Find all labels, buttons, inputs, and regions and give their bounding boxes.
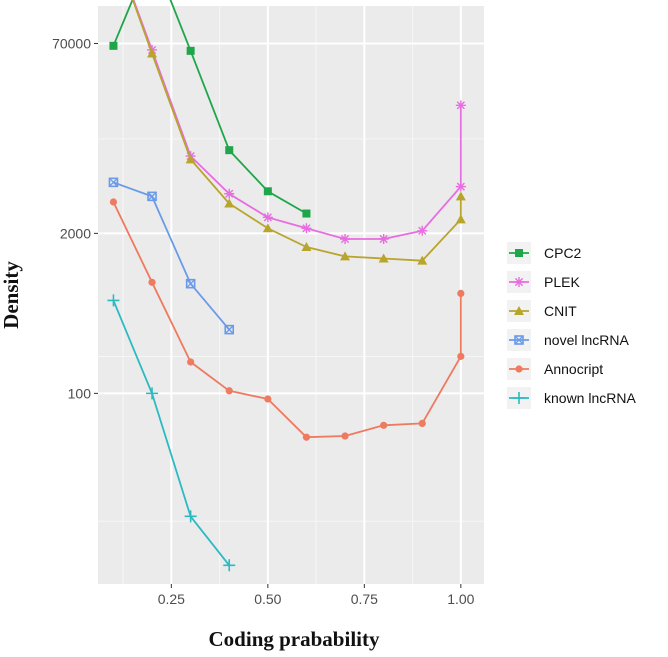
data-point-annocript — [457, 289, 465, 298]
data-point-annocript — [264, 395, 272, 403]
data-point-novel-lncrna — [185, 278, 196, 289]
data-point-plek — [340, 234, 351, 245]
series-line-cpc2 — [112, 0, 307, 215]
data-point-cpc2 — [225, 146, 234, 155]
data-point-annocript — [109, 198, 118, 206]
data-point-known-lncrna — [107, 294, 120, 307]
series-line-known-lncrna — [112, 300, 230, 566]
data-point-annocript — [418, 419, 426, 428]
data-point-annocript — [225, 387, 233, 395]
data-point-cpc2 — [109, 41, 118, 50]
x-tick-label: 0.75 — [351, 591, 378, 607]
x-tick-label: 0.25 — [158, 591, 185, 607]
data-point-plek — [455, 181, 466, 192]
legend-label-known-lncrna: known lncRNA — [544, 390, 636, 406]
legend-label-annocript: Annocript — [544, 361, 603, 377]
data-point-novel-lncrna — [147, 191, 157, 202]
data-point-plek — [224, 188, 235, 199]
data-point-novel-lncrna — [224, 324, 235, 335]
data-point-cnit — [224, 198, 235, 208]
legend-label-cnit: CNIT — [544, 303, 577, 319]
data-point-cnit — [340, 251, 351, 261]
y-tick-label: 2000 — [60, 225, 91, 241]
legend-key-marker-annocript — [515, 365, 523, 373]
data-point-known-lncrna — [223, 559, 236, 572]
legend: CPC2 PLEK CNIT novel lncRNA Annocript known l… — [503, 228, 663, 409]
y-axis-title: Density — [0, 261, 23, 329]
legend-key-marker-novel-lncrna — [514, 335, 524, 345]
data-point-annocript — [187, 358, 195, 366]
legend-key-marker-plek — [514, 277, 524, 287]
x-axis-title: Coding prabability — [209, 627, 380, 651]
legend-key-marker-cpc2 — [515, 249, 523, 257]
data-point-plek — [378, 234, 389, 245]
legend-label-novel-lncrna: novel lncRNA — [544, 332, 629, 348]
data-point-plek — [301, 223, 312, 234]
data-point-cnit — [147, 48, 158, 58]
series-novel-lncrna — [108, 177, 235, 335]
data-point-annocript — [380, 421, 388, 429]
data-point-cpc2 — [186, 46, 195, 55]
data-point-plek — [417, 225, 428, 236]
data-point-known-lncrna — [184, 510, 197, 523]
data-point-cnit — [417, 255, 428, 265]
data-point-cnit — [455, 214, 466, 224]
data-point-known-lncrna — [146, 387, 159, 400]
data-point-plek — [455, 100, 466, 111]
data-point-annocript — [457, 352, 465, 360]
data-point-cnit — [262, 223, 273, 233]
data-point-annocript — [341, 432, 349, 440]
y-tick-label: 100 — [68, 385, 92, 401]
legend-label-plek: PLEK — [544, 274, 580, 290]
x-axis-ticks: 0.25 0.50 0.75 1.00 — [158, 584, 475, 607]
legend-key-marker-known-lncrna — [513, 392, 525, 404]
data-point-cpc2 — [263, 187, 272, 196]
data-point-cpc2 — [302, 209, 311, 218]
x-tick-label: 0.50 — [254, 591, 281, 607]
y-tick-label: 70000 — [52, 35, 91, 51]
data-point-annocript — [302, 433, 311, 441]
data-point-novel-lncrna — [108, 177, 119, 188]
x-tick-label: 1.00 — [447, 591, 474, 607]
series-layer — [107, 0, 466, 572]
legend-label-cpc2: CPC2 — [544, 245, 582, 261]
series-annocript — [109, 198, 465, 441]
data-point-plek — [262, 212, 273, 223]
y-axis-ticks: 100 2000 70000 — [52, 35, 98, 401]
series-cnit — [131, 0, 466, 265]
legend-key-marker-cnit — [514, 306, 524, 315]
panel-background — [98, 6, 484, 584]
data-point-cnit — [301, 241, 312, 251]
series-known-lncrna — [107, 294, 236, 572]
data-point-cnit — [378, 253, 389, 263]
series-cpc2 — [109, 0, 311, 218]
data-point-annocript — [148, 278, 156, 286]
data-point-cnit — [185, 154, 196, 164]
data-point-cnit — [455, 191, 466, 201]
series-line-novel-lncrna — [113, 181, 230, 331]
